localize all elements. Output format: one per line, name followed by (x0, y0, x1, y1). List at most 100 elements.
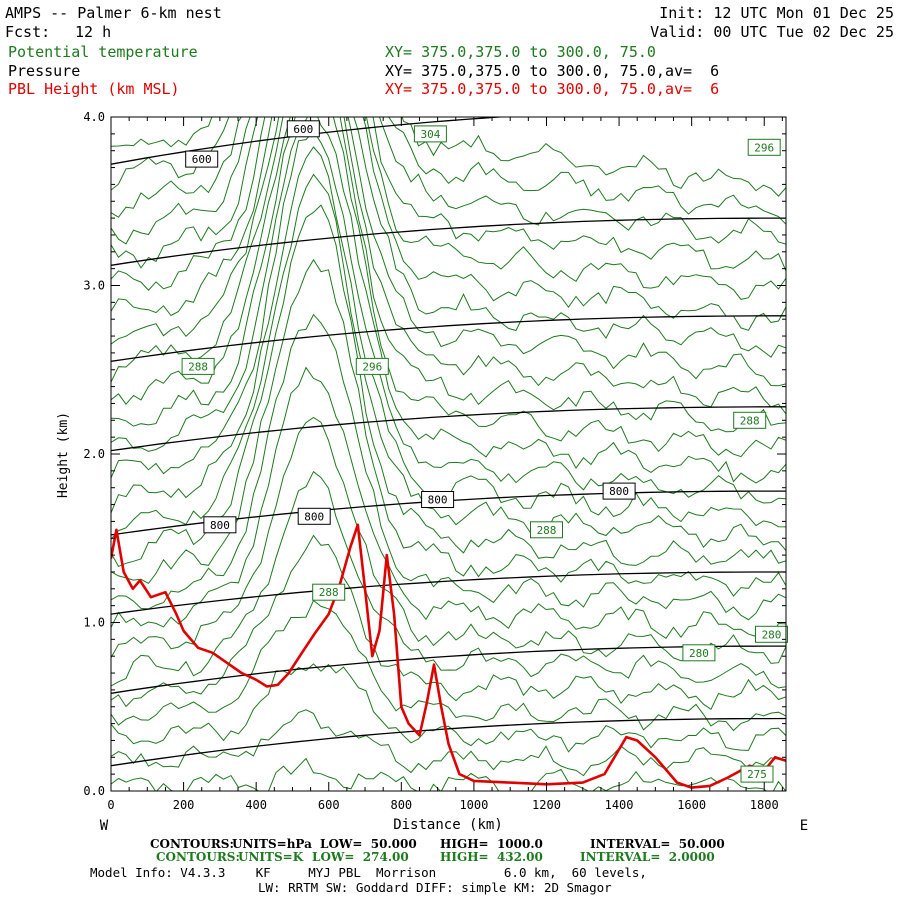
theta-contour-line (111, 204, 786, 568)
theta-contour-label-box (355, 357, 389, 375)
pbl-point (709, 785, 711, 787)
pressure-contour-label-box (286, 120, 320, 138)
pbl-point (625, 736, 628, 738)
pressure-contour-line (111, 217, 786, 266)
pbl-point (164, 591, 167, 593)
west-label: W (100, 818, 109, 834)
pbl-point (327, 613, 330, 615)
theta-contour-line (111, 117, 786, 458)
pbl-point (774, 756, 776, 759)
footer-c2-label: CONTOURS: (156, 850, 240, 864)
pbl-point (197, 647, 199, 649)
legend-pbl-name: PBL Height (km MSL) (8, 80, 180, 98)
theta-contour-line (111, 117, 786, 415)
pbl-point (418, 734, 421, 737)
footer-model-info: Model Info: V4.3.3 KF MYJ PBL Morrison 6… (90, 865, 647, 880)
pbl-point (654, 756, 657, 759)
pressure-contour-label: 800 (609, 485, 629, 498)
pressure-contour-label: 800 (210, 519, 230, 532)
pressure-contour-line (111, 717, 786, 767)
legend-theta-name: Potential temperature (8, 43, 198, 61)
pbl-point (407, 722, 410, 725)
pressure-contour-label: 600 (192, 153, 212, 166)
footer-c1-high: HIGH= 1000.0 (440, 837, 543, 851)
footer-c1-interval: INTERVAL= 50.000 (590, 837, 725, 851)
pbl-point (473, 780, 475, 782)
pbl-point (266, 685, 268, 688)
pbl-series (111, 523, 786, 789)
theta-contour-label-box (740, 765, 774, 783)
pressure-contour-label-box (602, 482, 636, 500)
pbl-point (636, 739, 638, 742)
theta-contour-label-box (530, 521, 563, 539)
theta-contour-line (111, 117, 786, 300)
footer-c2-interval: INTERVAL= 2.0000 (580, 850, 715, 864)
theta-contour-line (111, 117, 786, 331)
theta-contour-line (111, 313, 786, 621)
theta-contour-line (111, 366, 786, 640)
pbl-point (378, 630, 381, 632)
forecast-hour: 12 h (75, 23, 112, 41)
theta-contour-label-box (747, 138, 781, 156)
pbl-point (240, 672, 243, 674)
pbl-point (313, 633, 316, 636)
legend-theta-xy: XY= 375.0,375.0 to 300.0, 75.0 (385, 43, 656, 61)
theta-contour-label-box (312, 583, 346, 601)
x-tick-label: 1600 (677, 798, 706, 812)
pressure-contour-line (111, 571, 786, 615)
pbl-point (371, 655, 374, 657)
theta-contour-label-box (682, 644, 716, 662)
pbl-point (349, 545, 352, 548)
theta-contour-label-box (413, 125, 447, 143)
pbl-point (132, 588, 134, 590)
pbl-point (226, 662, 228, 664)
theta-contour-line (111, 117, 786, 484)
footer-c1-low: LOW= 50.000 (320, 837, 417, 851)
theta-contour-line (111, 117, 786, 225)
theta-contour-line (111, 117, 786, 197)
x-tick-label: 1200 (532, 798, 561, 812)
theta-contour-label: 280 (689, 647, 709, 660)
pbl-point (400, 706, 403, 708)
theta-contour-label: 288 (740, 414, 760, 427)
y-tick-label: 4.0 (83, 110, 105, 124)
theta-contour-label: 288 (319, 586, 339, 599)
x-tick-label: 400 (245, 798, 267, 812)
pressure-contour-line (111, 645, 786, 694)
y-tick-label: 1.0 (83, 616, 105, 630)
theta-contour-line (111, 117, 786, 245)
footer-model-info-2: LW: RRTM SW: Goddard DIFF: simple KM: 2D… (258, 880, 612, 895)
y-tick-label: 2.0 (83, 447, 105, 461)
theta-contour-line (111, 130, 786, 504)
theta-contour-line (111, 146, 786, 528)
pbl-point (727, 776, 729, 779)
pressure-contour-label-box (185, 150, 219, 168)
theta-contour-label-box (733, 411, 767, 429)
theta-contour-label: 288 (537, 524, 557, 537)
y-tick-label: 0.0 (83, 784, 105, 798)
theta-contour-line (111, 173, 786, 551)
theta-contour-label: 288 (188, 360, 208, 373)
pressure-contour-line (111, 406, 786, 452)
footer-c2-high: HIGH= 432.00 (440, 850, 543, 864)
pbl-point (175, 613, 178, 615)
legend-pbl-xy: XY= 375.0,375.0 to 300.0, 75.0,av= 6 (385, 80, 720, 98)
pbl-point (603, 773, 606, 775)
theta-contour-label: 304 (420, 128, 440, 141)
footer-c1-units: UNITS=hPa (232, 837, 312, 851)
pbl-point (139, 579, 141, 582)
pbl-point (288, 672, 290, 674)
pbl-point (364, 588, 366, 590)
x-tick-label: 600 (318, 798, 340, 812)
pbl-point (425, 702, 428, 705)
theta-contour-line (111, 470, 786, 689)
plot-frame (110, 116, 787, 792)
pressure-contour-label: 800 (304, 510, 324, 523)
theta-contour-line (111, 117, 786, 272)
theta-contour-line (111, 258, 786, 597)
init-time: Init: 12 UTC Mon 01 Dec 25 (659, 4, 894, 22)
x-axis-label: Distance (km) (393, 817, 503, 833)
pressure-contour-line (111, 117, 511, 165)
theta-contour-line (111, 709, 786, 777)
theta-contour-line (111, 534, 786, 711)
